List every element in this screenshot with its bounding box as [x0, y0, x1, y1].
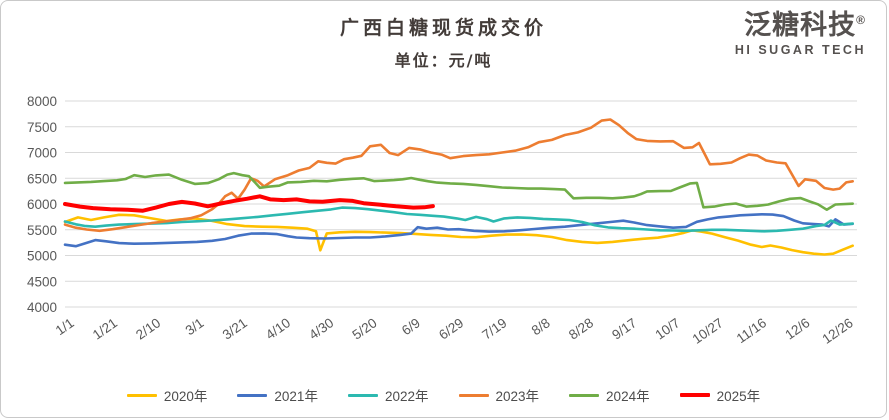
x-tick-label: 4/10 [263, 315, 293, 342]
x-tick-label: 10/7 [652, 315, 682, 342]
series-line-2024年 [63, 171, 855, 211]
x-tick-label: 7/19 [479, 315, 509, 342]
x-tick-label: 6/9 [399, 315, 423, 338]
legend-item-2024年: 2024年 [569, 385, 650, 405]
legend-swatch-2024年 [569, 393, 600, 397]
y-tick-label: 5000 [27, 249, 57, 264]
chart-legend: 2020年 2021年 2022年 2023年 2024年 2025年 [1, 385, 886, 405]
brand-logo-cn: 泛糖科技® [744, 10, 866, 40]
x-tick-label: 10/27 [690, 315, 726, 347]
legend-swatch-2023年 [458, 393, 489, 397]
legend-item-2021年: 2021年 [237, 385, 318, 405]
series-line-2021年 [63, 213, 855, 248]
y-tick-label: 6500 [27, 171, 57, 186]
x-tick-label: 5/20 [350, 315, 380, 342]
x-tick-label: 8/8 [529, 315, 553, 338]
x-tick-label: 9/17 [609, 315, 639, 342]
legend-label-2022年: 2022年 [384, 389, 429, 404]
legend-item-2023年: 2023年 [458, 385, 540, 405]
y-tick-label: 6000 [27, 197, 57, 212]
legend-label-2020年: 2020年 [163, 389, 208, 404]
x-tick-label: 8/28 [566, 315, 596, 342]
x-tick-label: 11/16 [734, 315, 769, 346]
legend-item-2025年: 2025年 [679, 385, 761, 405]
x-tick-label: 1/21 [90, 315, 120, 342]
y-tick-label: 7000 [27, 146, 57, 161]
series-line-2022年 [63, 206, 855, 233]
brand-logo: 泛糖科技® HI SUGAR TECH [734, 10, 866, 57]
x-tick-label: 12/26 [819, 315, 855, 347]
x-tick-label: 1/1 [53, 315, 77, 338]
legend-label-2023年: 2023年 [495, 389, 540, 404]
x-tick-label: 2/10 [133, 315, 163, 342]
registered-mark: ® [856, 13, 866, 27]
legend-label-2024年: 2024年 [606, 389, 650, 404]
legend-swatch-2020年 [126, 393, 157, 397]
legend-swatch-2022年 [347, 393, 378, 397]
legend-label-2021年: 2021年 [274, 389, 318, 404]
y-tick-label: 4500 [27, 274, 57, 289]
legend-swatch-2021年 [237, 393, 268, 397]
y-tick-label: 5500 [27, 223, 57, 238]
series-line-2023年 [63, 118, 855, 233]
legend-item-2020年: 2020年 [126, 385, 208, 405]
y-tick-label: 8000 [27, 94, 57, 109]
brand-logo-en: HI SUGAR TECH [734, 42, 866, 57]
y-tick-label: 7500 [27, 120, 57, 135]
series-line-2025年 [63, 194, 435, 213]
x-tick-label: 3/1 [183, 315, 207, 338]
y-tick-label: 4000 [27, 300, 57, 315]
legend-item-2022年: 2022年 [347, 385, 429, 405]
x-tick-label: 4/30 [306, 315, 336, 342]
legend-swatch-2025年 [679, 393, 710, 397]
x-tick-label: 12/6 [782, 315, 812, 342]
x-tick-label: 3/21 [220, 315, 250, 342]
legend-label-2025年: 2025年 [716, 389, 761, 404]
x-tick-label: 6/29 [436, 315, 466, 342]
